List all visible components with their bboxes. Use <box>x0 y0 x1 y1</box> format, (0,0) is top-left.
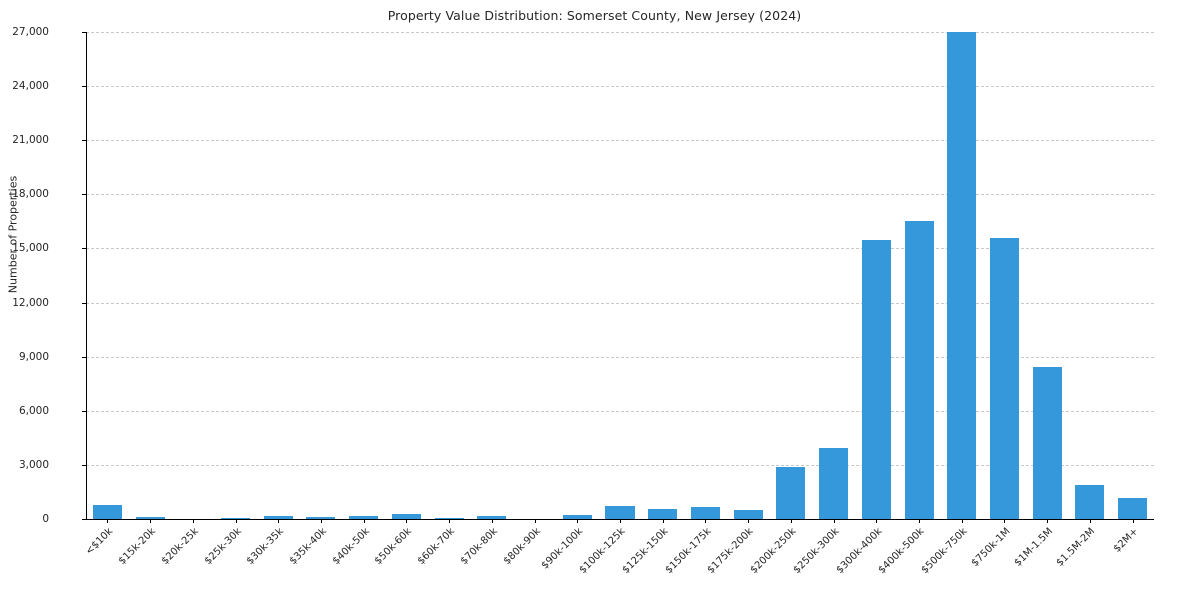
y-tick-mark <box>82 140 86 142</box>
gridline <box>86 86 1154 88</box>
x-tick-label: $80k-90k <box>501 526 543 568</box>
y-tick-mark <box>82 194 86 196</box>
x-tick-label: $30k-35k <box>244 526 287 568</box>
y-tick-mark <box>82 410 86 412</box>
x-tick-mark <box>1004 519 1006 523</box>
x-tick-label: $60k-70k <box>415 526 457 568</box>
x-tick-mark <box>107 519 109 523</box>
x-tick-label: $1M-1.5M <box>1012 526 1055 569</box>
x-tick-label: $750k-1M <box>969 526 1013 570</box>
y-tick-label: 9,000 <box>18 350 49 363</box>
bar[interactable] <box>263 515 293 519</box>
y-tick-mark <box>82 356 86 358</box>
x-tick-label: $25k-30k <box>202 526 244 568</box>
plot-area: 0 3,000 6,000 9,000 12,000 15,000 18,000 21,000… <box>12 26 1154 576</box>
y-tick-label: 27,000 <box>12 26 49 38</box>
bar[interactable] <box>1075 485 1105 519</box>
x-tick-mark <box>320 519 322 523</box>
bar[interactable] <box>92 505 122 519</box>
x-tick-mark <box>833 519 835 523</box>
x-tick-label: $15k-20k <box>116 526 158 568</box>
bar[interactable] <box>1032 366 1062 519</box>
x-tick-mark <box>1047 519 1049 523</box>
chart-title: Property Value Distribution: Somerset Co… <box>387 8 802 23</box>
y-tick-label: 18,000 <box>12 188 49 201</box>
bar[interactable] <box>349 516 379 519</box>
x-tick-label: $500k-750k <box>919 526 970 577</box>
x-tick-mark <box>192 519 194 523</box>
gridline <box>86 356 1154 358</box>
y-tick-label: 6,000 <box>18 404 49 417</box>
bar[interactable] <box>1118 498 1148 519</box>
y-tick-mark <box>82 32 86 33</box>
bar[interactable] <box>947 32 977 519</box>
y-tick-label: 24,000 <box>12 80 49 93</box>
y-axis-spine <box>86 32 87 519</box>
y-tick-mark <box>82 248 86 250</box>
y-tick-label: 21,000 <box>12 134 49 147</box>
x-tick-label: $40k-50k <box>330 526 372 568</box>
x-tick-mark <box>790 519 792 523</box>
x-tick-mark <box>1132 519 1134 523</box>
gridline <box>86 464 1154 466</box>
x-tick-label: $50k-60k <box>373 526 415 568</box>
bar[interactable] <box>648 508 678 519</box>
x-tick-mark <box>406 519 408 523</box>
bar[interactable] <box>819 447 849 519</box>
x-tick-label: $1.5M-2M <box>1054 526 1098 569</box>
x-tick-mark <box>748 519 750 523</box>
gridline <box>86 302 1154 304</box>
y-tick-label: 12,000 <box>12 296 49 309</box>
y-tick-mark <box>82 519 86 520</box>
bar[interactable] <box>605 505 635 519</box>
bar[interactable] <box>904 221 934 519</box>
x-tick-mark <box>278 519 280 523</box>
bar[interactable] <box>434 518 464 519</box>
x-tick-label: $20k-25k <box>159 526 201 568</box>
x-tick-label: <$10k <box>83 526 116 558</box>
gridline <box>86 248 1154 250</box>
x-tick-label: $2M+ <box>1111 526 1141 555</box>
gridline <box>86 32 1154 33</box>
bar[interactable] <box>562 515 592 519</box>
plot-inner: 0 3,000 6,000 9,000 12,000 15,000 18,000 21,000… <box>12 26 1154 576</box>
bar[interactable] <box>135 517 165 519</box>
bar[interactable] <box>690 507 720 519</box>
bar[interactable] <box>220 517 251 519</box>
bar[interactable] <box>733 510 763 519</box>
gridline <box>86 194 1154 196</box>
y-tick-label: 3,000 <box>18 458 49 471</box>
x-tick-mark <box>235 519 237 523</box>
gridline <box>86 410 1154 412</box>
bar[interactable] <box>861 240 891 519</box>
x-tick-mark <box>1089 519 1091 523</box>
x-tick-mark <box>662 519 664 523</box>
y-tick-label: 15,000 <box>12 242 49 255</box>
y-tick-label: 0 <box>42 513 49 525</box>
x-tick-mark <box>919 519 921 523</box>
x-tick-mark <box>620 519 621 523</box>
bar[interactable] <box>306 517 336 519</box>
x-tick-mark <box>577 519 579 523</box>
y-tick-mark <box>82 464 86 466</box>
bar[interactable] <box>391 513 421 519</box>
x-tick-mark <box>363 519 365 523</box>
y-tick-mark <box>82 86 86 88</box>
bar[interactable] <box>776 466 806 519</box>
x-tick-mark <box>705 519 707 523</box>
x-tick-mark <box>876 519 878 523</box>
x-tick-mark <box>961 519 963 523</box>
x-tick-label: $35k-40k <box>287 526 329 568</box>
x-tick-mark <box>491 519 493 523</box>
x-tick-mark <box>534 519 536 523</box>
x-tick-mark <box>150 519 152 523</box>
gridline <box>86 140 1154 142</box>
bar[interactable] <box>989 237 1019 519</box>
x-tick-label: $90k-100k <box>539 526 586 572</box>
y-tick-mark <box>82 302 86 304</box>
x-tick-mark <box>449 519 451 523</box>
x-tick-label: $70k-80k <box>458 526 500 568</box>
bar[interactable] <box>477 516 507 519</box>
